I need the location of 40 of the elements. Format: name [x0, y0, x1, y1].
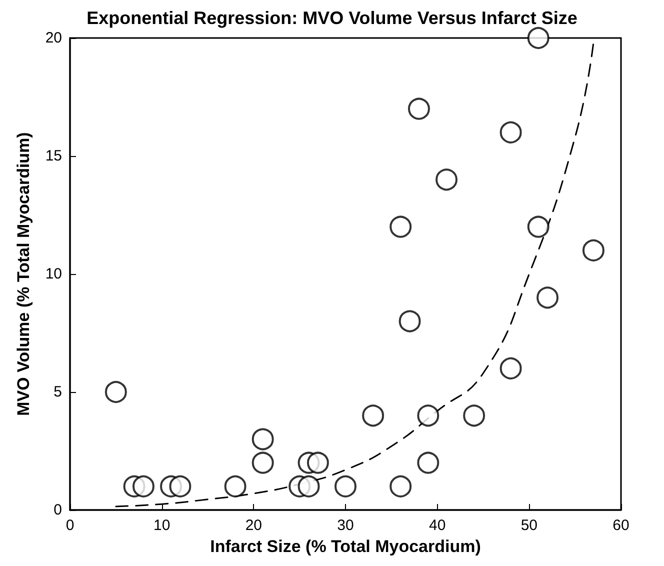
- point: [169, 475, 192, 498]
- point: [500, 357, 522, 380]
- y-tick-label: 5: [54, 384, 62, 400]
- point: [408, 98, 430, 120]
- x-tick-label: 50: [520, 517, 538, 534]
- point: [132, 475, 154, 498]
- y-axis-title: MVO Volume (% Total Myocardium): [14, 132, 33, 416]
- chart-title: Exponential Regression: MVO Volume Versus Infarct Size: [86, 8, 578, 28]
- x-tick-label: 10: [153, 517, 170, 534]
- point: [417, 404, 440, 427]
- point: [436, 168, 458, 191]
- point: [527, 216, 550, 238]
- y-tick-label: 10: [45, 266, 62, 282]
- y-tick-label: 0: [54, 502, 62, 518]
- x-tick-label: 20: [245, 517, 262, 534]
- x-tick-label: 40: [428, 517, 446, 534]
- point: [104, 381, 127, 403]
- x-tick-label: 60: [612, 517, 630, 534]
- line-series: [115, 42, 594, 508]
- point: [417, 452, 440, 474]
- point: [334, 475, 356, 498]
- point: [224, 475, 246, 498]
- y-tick-label: 15: [45, 148, 62, 164]
- point: [306, 452, 329, 474]
- point: [463, 404, 486, 427]
- point: [252, 452, 274, 474]
- point: [582, 239, 604, 262]
- point: [398, 310, 421, 332]
- point: [536, 286, 559, 309]
- point: [390, 475, 412, 498]
- y-tick-label: 20: [45, 30, 62, 46]
- point: [298, 475, 320, 498]
- point: [527, 27, 550, 49]
- point: [500, 121, 522, 144]
- x-tick-label: 30: [337, 517, 354, 534]
- point: [362, 404, 384, 427]
- point: [390, 216, 412, 238]
- x-tick-label: 0: [66, 517, 74, 534]
- x-axis-title: Infarct Size (% Total Myocardium): [210, 536, 481, 556]
- point: [252, 428, 274, 450]
